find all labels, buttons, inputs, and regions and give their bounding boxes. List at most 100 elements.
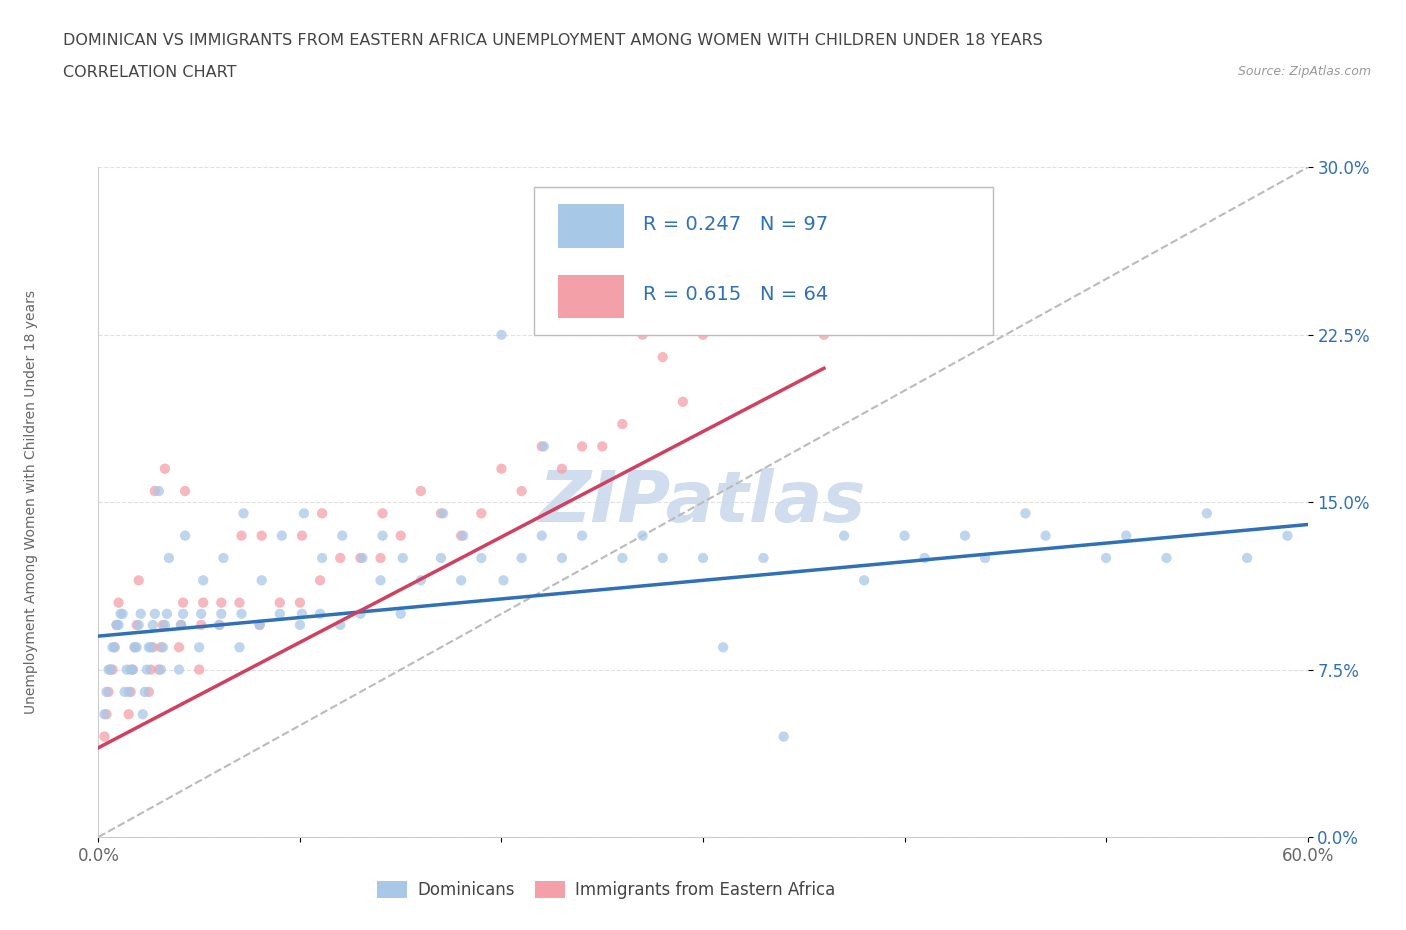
Point [510,551,533,565]
Point [510,484,533,498]
Point [105,618,128,632]
Point [530,439,553,454]
Point [190,606,212,621]
Point [450,573,472,588]
Point [172,606,194,621]
Point [1277,528,1299,543]
Point [309,606,332,621]
Point [391,551,413,565]
Point [107,618,129,632]
Point [530,528,553,543]
Point [1115,528,1137,543]
Point [93,707,115,722]
Point [231,528,253,543]
Point [100,662,122,677]
Text: ZIPatlas: ZIPatlas [540,468,866,537]
Point [118,684,141,699]
Point [571,439,593,454]
Point [250,528,273,543]
Point [551,461,574,476]
Point [291,528,314,543]
Point [152,640,174,655]
Point [121,662,143,677]
Point [209,606,232,621]
Point [288,618,311,632]
Point [311,551,333,565]
Point [893,528,915,543]
Point [139,640,162,655]
Point [101,662,124,677]
Point [491,461,513,476]
Text: R = 0.615   N = 64: R = 0.615 N = 64 [643,286,828,304]
Point [371,506,394,521]
Point [149,662,172,677]
Point [249,618,271,632]
Point [103,640,125,655]
Point [129,606,152,621]
Point [370,551,392,565]
Point [329,618,352,632]
Point [269,606,291,621]
FancyBboxPatch shape [558,205,624,247]
Point [914,551,936,565]
Point [138,684,160,699]
Point [591,439,613,454]
Point [309,573,332,588]
FancyBboxPatch shape [558,274,624,318]
Point [103,640,125,655]
Point [492,573,515,588]
Point [371,528,394,543]
Point [188,662,211,677]
Point [631,528,654,543]
Point [231,606,253,621]
Point [114,684,136,699]
Point [1236,551,1258,565]
Point [389,606,412,621]
Point [270,528,292,543]
Point [124,640,146,655]
Point [128,618,150,632]
Point [692,551,714,565]
Point [853,573,876,588]
Point [292,506,315,521]
Point [1014,506,1036,521]
Point [111,606,134,621]
Point [139,662,162,677]
Point [430,551,453,565]
Point [228,640,250,655]
Point [329,551,352,565]
Point [148,484,170,498]
Point [409,484,432,498]
Point [193,573,215,588]
Point [291,606,314,621]
Point [612,417,634,432]
Point [631,327,654,342]
Point [149,640,172,655]
Point [832,528,855,543]
Point [125,618,148,632]
Legend: Dominicans, Immigrants from Eastern Africa: Dominicans, Immigrants from Eastern Afri… [371,874,842,906]
Point [450,528,472,543]
Point [409,573,432,588]
Point [432,506,454,521]
Text: DOMINICAN VS IMMIGRANTS FROM EASTERN AFRICA UNEMPLOYMENT AMONG WOMEN WITH CHILDR: DOMINICAN VS IMMIGRANTS FROM EASTERN AFR… [63,33,1043,47]
Point [105,618,128,632]
Point [134,684,156,699]
Point [571,528,593,543]
Point [142,618,165,632]
Point [1156,551,1178,565]
Point [172,595,194,610]
Point [93,729,115,744]
Point [157,551,180,565]
Point [551,551,574,565]
Point [651,350,673,365]
Point [772,729,794,744]
Point [349,551,371,565]
Point [128,573,150,588]
Point [752,551,775,565]
Point [672,394,695,409]
FancyBboxPatch shape [534,188,993,335]
Point [148,662,170,677]
Point [249,618,271,632]
Point [389,528,412,543]
